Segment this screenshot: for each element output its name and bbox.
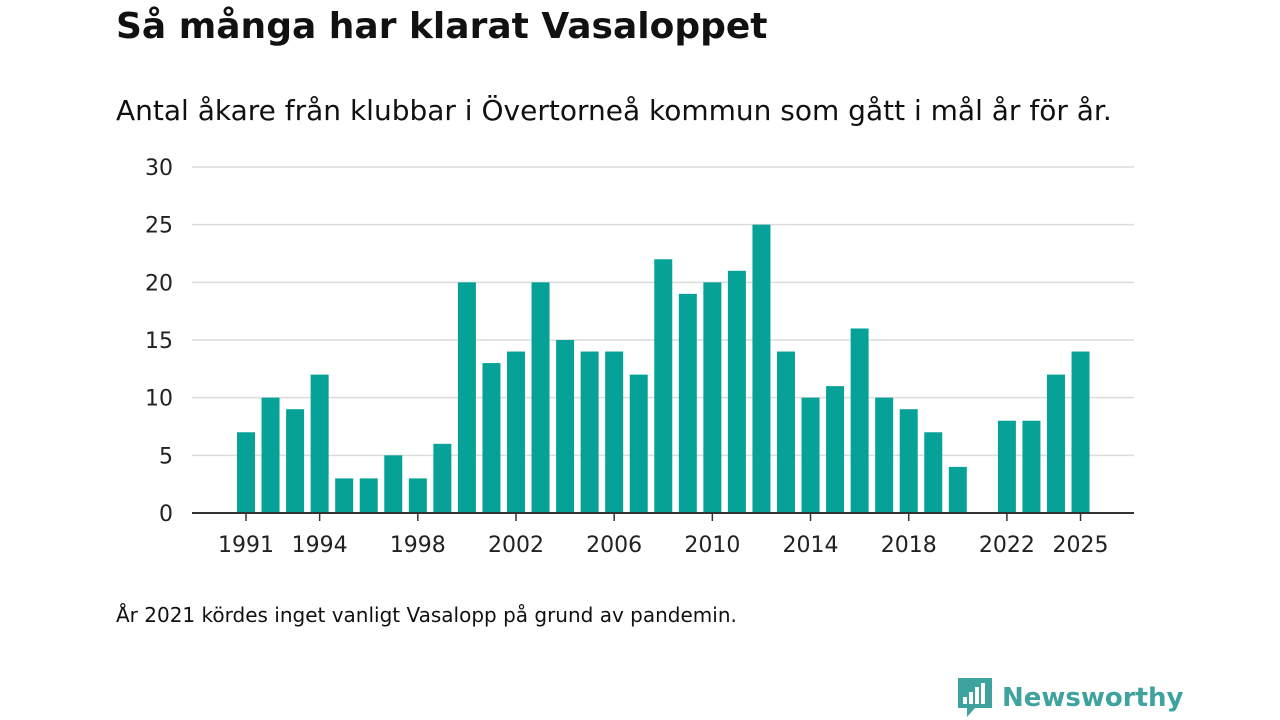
bar-1998 <box>408 478 427 513</box>
bar-2013 <box>776 351 795 513</box>
bar-2002 <box>506 351 525 513</box>
x-tick-label-2025: 2025 <box>1053 533 1109 558</box>
bar-2023 <box>1022 420 1041 513</box>
bar-2001 <box>482 363 501 513</box>
brand-name: Newsworthy <box>1002 683 1184 713</box>
newsworthy-logo-icon <box>958 678 992 717</box>
bar-1999 <box>433 443 452 513</box>
y-tick-label-25: 25 <box>145 214 173 239</box>
chart-title: Så många har klarat Vasaloppet <box>116 6 768 47</box>
bar-2019 <box>924 432 943 513</box>
bar-2025 <box>1071 351 1090 513</box>
bar-1991 <box>237 432 255 513</box>
bars <box>237 224 1090 513</box>
bar-2020 <box>948 466 967 513</box>
x-tick-label-2006: 2006 <box>586 533 642 558</box>
x-tick-label-2002: 2002 <box>488 533 544 558</box>
bar-2008 <box>654 259 673 513</box>
y-tick-label-20: 20 <box>145 271 173 296</box>
bar-1995 <box>335 478 354 513</box>
bar-2005 <box>580 351 599 513</box>
bar-2015 <box>826 386 845 513</box>
x-tick-label-2014: 2014 <box>783 533 839 558</box>
bar-2016 <box>850 328 869 513</box>
bar-2011 <box>727 270 746 513</box>
x-tick-label-1994: 1994 <box>292 533 348 558</box>
chart-subtitle: Antal åkare från klubbar i Övertorneå ko… <box>116 94 1112 127</box>
x-tick-label-1991: 1991 <box>218 533 274 558</box>
y-tick-label-30: 30 <box>145 156 173 181</box>
bar-2017 <box>875 397 894 513</box>
bar-2012 <box>752 224 771 513</box>
bar-2009 <box>678 293 697 513</box>
bar-2022 <box>997 420 1016 513</box>
bar-2007 <box>629 374 648 513</box>
bar-1993 <box>286 409 305 513</box>
bar-2024 <box>1046 374 1065 513</box>
y-tick-label-5: 5 <box>159 444 173 469</box>
x-tick-label-2010: 2010 <box>684 533 740 558</box>
bar-2014 <box>801 397 820 513</box>
x-tick-label-2018: 2018 <box>881 533 937 558</box>
bar-2000 <box>457 282 476 513</box>
bar-1996 <box>359 478 378 513</box>
x-axis <box>192 512 1134 521</box>
x-tick-label-2022: 2022 <box>979 533 1035 558</box>
bar-2003 <box>531 282 550 513</box>
x-tick-label-1998: 1998 <box>390 533 446 558</box>
bar-2006 <box>605 351 624 513</box>
bar-2004 <box>556 340 575 513</box>
bar-1997 <box>384 455 403 513</box>
y-axis-labels: 0 5 10 15 20 25 30 <box>145 156 173 527</box>
bar-2018 <box>899 409 918 513</box>
y-tick-label-15: 15 <box>145 329 173 354</box>
x-axis-labels: 1991 1994 1998 2002 2006 2010 2014 2018 2022 2025 <box>218 533 1109 558</box>
y-tick-label-10: 10 <box>145 387 173 412</box>
footnote: År 2021 kördes inget vanligt Vasalopp på… <box>116 603 737 627</box>
bar-2010 <box>703 282 722 513</box>
newsworthy-brand[interactable]: Newsworthy <box>958 678 1183 718</box>
bar-1992 <box>261 397 280 513</box>
bar-1994 <box>310 374 329 513</box>
y-tick-label-0: 0 <box>159 502 173 527</box>
